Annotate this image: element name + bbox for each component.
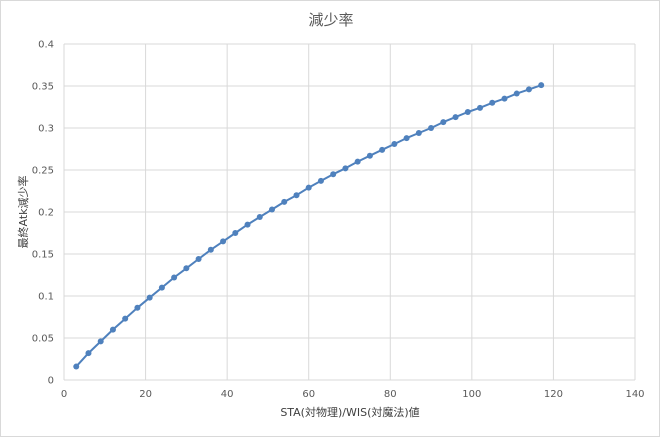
data-point bbox=[501, 95, 508, 102]
data-point bbox=[330, 171, 337, 178]
data-point bbox=[256, 214, 263, 221]
data-point bbox=[109, 326, 116, 333]
series-group bbox=[73, 82, 545, 370]
data-point bbox=[428, 125, 435, 131]
x-tick-label: 0 bbox=[61, 389, 67, 400]
x-tick-label: 80 bbox=[384, 389, 397, 400]
data-point bbox=[269, 206, 276, 213]
data-point bbox=[171, 274, 178, 281]
data-point bbox=[464, 109, 471, 116]
data-point bbox=[379, 146, 386, 153]
data-point bbox=[293, 192, 300, 199]
x-tick-labels: 0 20 40 60 80 100 120 140 bbox=[61, 389, 645, 400]
y-tick-label: 0.25 bbox=[32, 166, 54, 177]
data-point bbox=[244, 221, 251, 228]
data-point bbox=[232, 230, 239, 236]
data-point bbox=[122, 315, 129, 322]
y-tick-label: 0.15 bbox=[32, 250, 54, 261]
data-point bbox=[317, 177, 324, 184]
y-tick-label: 0.05 bbox=[32, 334, 54, 345]
data-point bbox=[97, 338, 104, 345]
chart-title: 減少率 bbox=[308, 11, 353, 29]
data-point bbox=[305, 184, 312, 191]
data-point bbox=[403, 135, 410, 142]
data-point bbox=[489, 99, 496, 106]
data-point bbox=[183, 265, 190, 272]
data-point bbox=[85, 350, 92, 357]
data-point bbox=[354, 158, 361, 165]
x-tick-label: 60 bbox=[302, 389, 315, 400]
data-point bbox=[513, 90, 520, 97]
x-tick-label: 100 bbox=[462, 389, 481, 400]
data-point bbox=[220, 238, 227, 245]
y-tick-label: 0.3 bbox=[38, 124, 54, 135]
y-tick-labels: 0 0.05 0.1 0.15 0.2 0.25 0.3 0.35 0.4 bbox=[32, 40, 54, 387]
data-point bbox=[366, 152, 373, 159]
data-point bbox=[525, 86, 532, 93]
data-point bbox=[73, 363, 80, 370]
data-point bbox=[391, 140, 398, 147]
data-point bbox=[452, 114, 459, 121]
x-tick-label: 20 bbox=[139, 389, 152, 400]
data-point bbox=[207, 246, 214, 253]
data-point bbox=[134, 304, 141, 311]
gridlines bbox=[63, 43, 636, 381]
y-tick-label: 0.1 bbox=[38, 292, 54, 303]
x-axis-title: STA(対物理)/WIS(対魔法)値 bbox=[280, 405, 419, 419]
y-tick-label: 0.2 bbox=[38, 208, 54, 219]
data-point bbox=[538, 82, 545, 89]
data-point bbox=[342, 165, 349, 172]
y-tick-label: 0 bbox=[48, 376, 54, 387]
y-tick-label: 0.4 bbox=[38, 40, 54, 51]
data-point bbox=[415, 130, 422, 137]
data-point bbox=[281, 198, 288, 205]
data-point bbox=[158, 284, 165, 291]
data-point bbox=[477, 104, 484, 111]
x-tick-label: 140 bbox=[625, 389, 644, 400]
data-point bbox=[440, 119, 447, 126]
y-tick-label: 0.35 bbox=[32, 82, 54, 93]
x-tick-label: 120 bbox=[544, 389, 563, 400]
y-axis-title: 最終Atk減少率 bbox=[16, 175, 30, 248]
data-point bbox=[195, 256, 202, 263]
x-tick-label: 40 bbox=[221, 389, 234, 400]
data-point bbox=[146, 294, 153, 301]
